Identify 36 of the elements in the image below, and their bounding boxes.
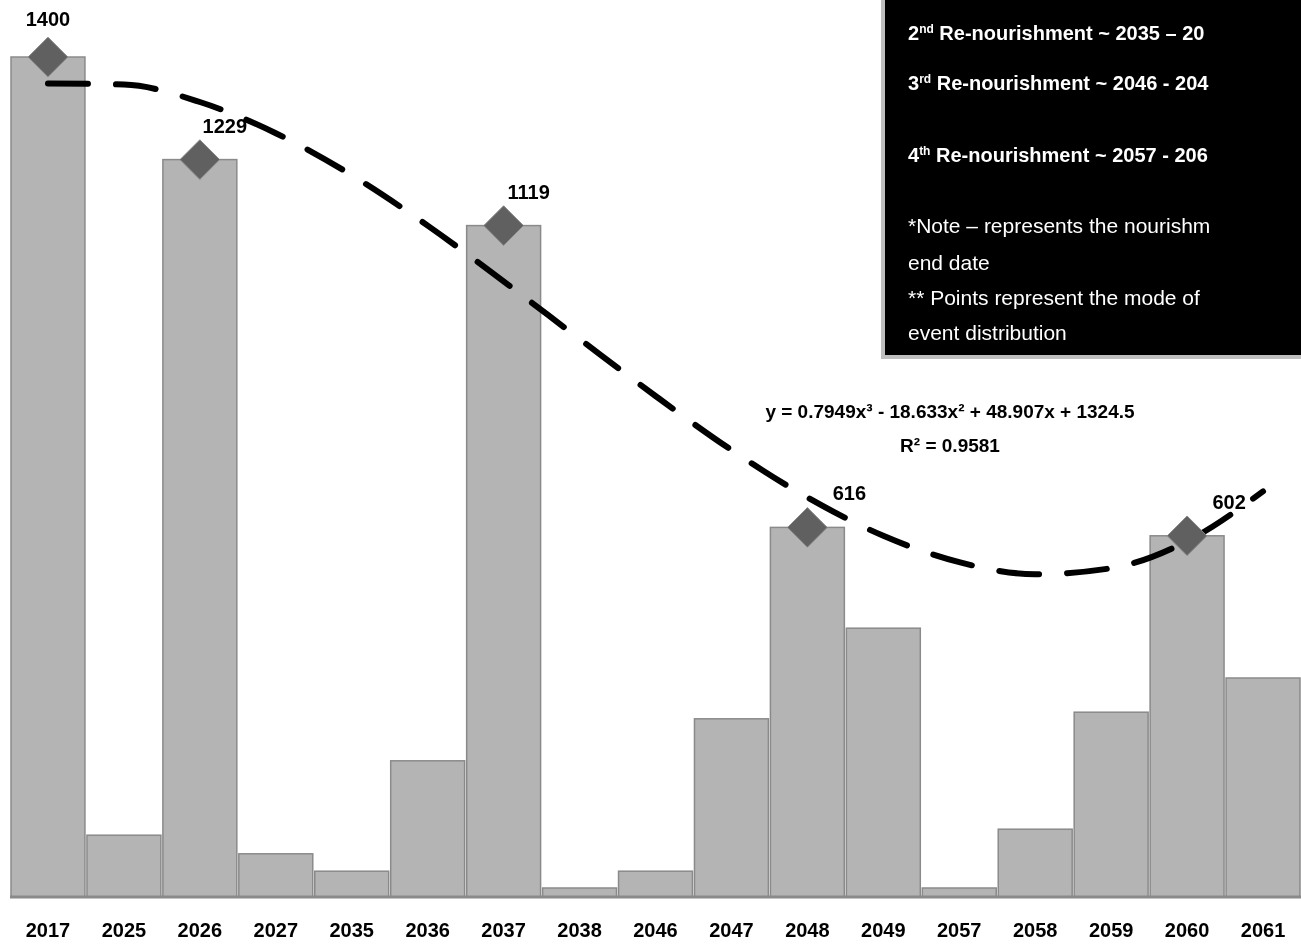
x-tick-label: 2027	[253, 919, 299, 941]
point	[1166, 515, 1208, 557]
annotation: y = 0.7949x³ - 18.633x² + 48.907x + 1324.5	[765, 401, 1136, 422]
point	[179, 139, 221, 180]
x-tick-label: 2047	[709, 919, 754, 941]
data-label: 1400	[25, 8, 71, 30]
annotation: event distribution	[908, 321, 1067, 344]
annotation: ** Points represent the mode of	[908, 286, 1200, 309]
x-tick-label: 2036	[405, 919, 450, 941]
x-tick-label: 2025	[101, 919, 147, 941]
point	[787, 507, 828, 548]
x-tick-label: 2035	[329, 919, 374, 941]
x-tick-label: 2046	[633, 919, 678, 941]
data-label: 602	[1212, 490, 1246, 513]
point	[483, 205, 524, 246]
x-tick-label: 2061	[1240, 919, 1286, 941]
x-tick-label: 2057	[937, 919, 982, 941]
data-label: 1119	[507, 180, 550, 203]
x-tick-label: 2038	[557, 919, 602, 941]
x-tick-label: 2058	[1012, 919, 1058, 941]
x-tick-label: 2037	[481, 919, 526, 941]
x-tick-label: 2048	[785, 919, 830, 941]
annotation: end date	[908, 251, 990, 274]
data-label: 1229	[202, 114, 248, 137]
x-tick-label: 2017	[25, 919, 71, 941]
annotation: 3$^{rd}$ Re-nourishment ~ 2046 - 204	[908, 72, 1210, 94]
x-tick-label: 2059	[1088, 919, 1134, 941]
annotation: 4$^{th}$ Re-nourishment ~ 2057 - 206	[908, 144, 1208, 166]
x-tick-label: 2049	[861, 919, 906, 941]
text: 2$^{nd}$ Re-nourishment ~ 2035 – 20	[908, 22, 1205, 44]
annotation: R² = 0.9581	[900, 435, 1001, 456]
annotation: *Note – represents the nourishm	[908, 214, 1211, 237]
data-label: 616	[832, 482, 867, 505]
point	[27, 36, 69, 78]
x-tick-label: 2060	[1164, 919, 1210, 941]
x-tick-label: 2026	[177, 919, 223, 941]
